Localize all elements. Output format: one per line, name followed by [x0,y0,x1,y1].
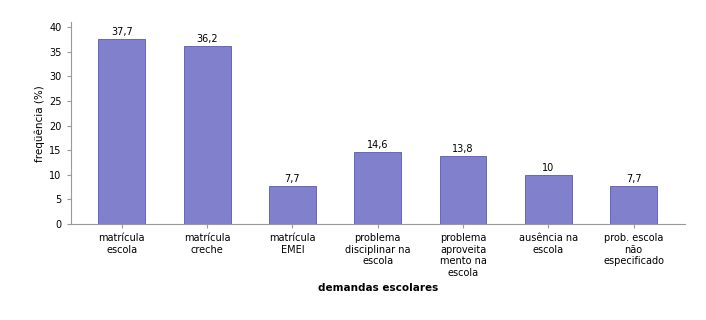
Text: 36,2: 36,2 [196,34,218,44]
Text: 7,7: 7,7 [285,174,300,184]
X-axis label: demandas escolares: demandas escolares [318,284,438,293]
Bar [269,186,316,224]
Bar [525,175,572,224]
Bar [184,46,231,224]
Bar [98,39,145,224]
Bar [440,156,486,224]
Text: 13,8: 13,8 [453,144,474,154]
Bar [610,186,657,224]
Text: 37,7: 37,7 [111,27,133,37]
Text: 7,7: 7,7 [626,174,642,184]
Text: 10: 10 [542,163,554,173]
Y-axis label: freqüência (%): freqüência (%) [35,85,45,162]
Bar [354,152,401,224]
Text: 14,6: 14,6 [367,140,388,150]
